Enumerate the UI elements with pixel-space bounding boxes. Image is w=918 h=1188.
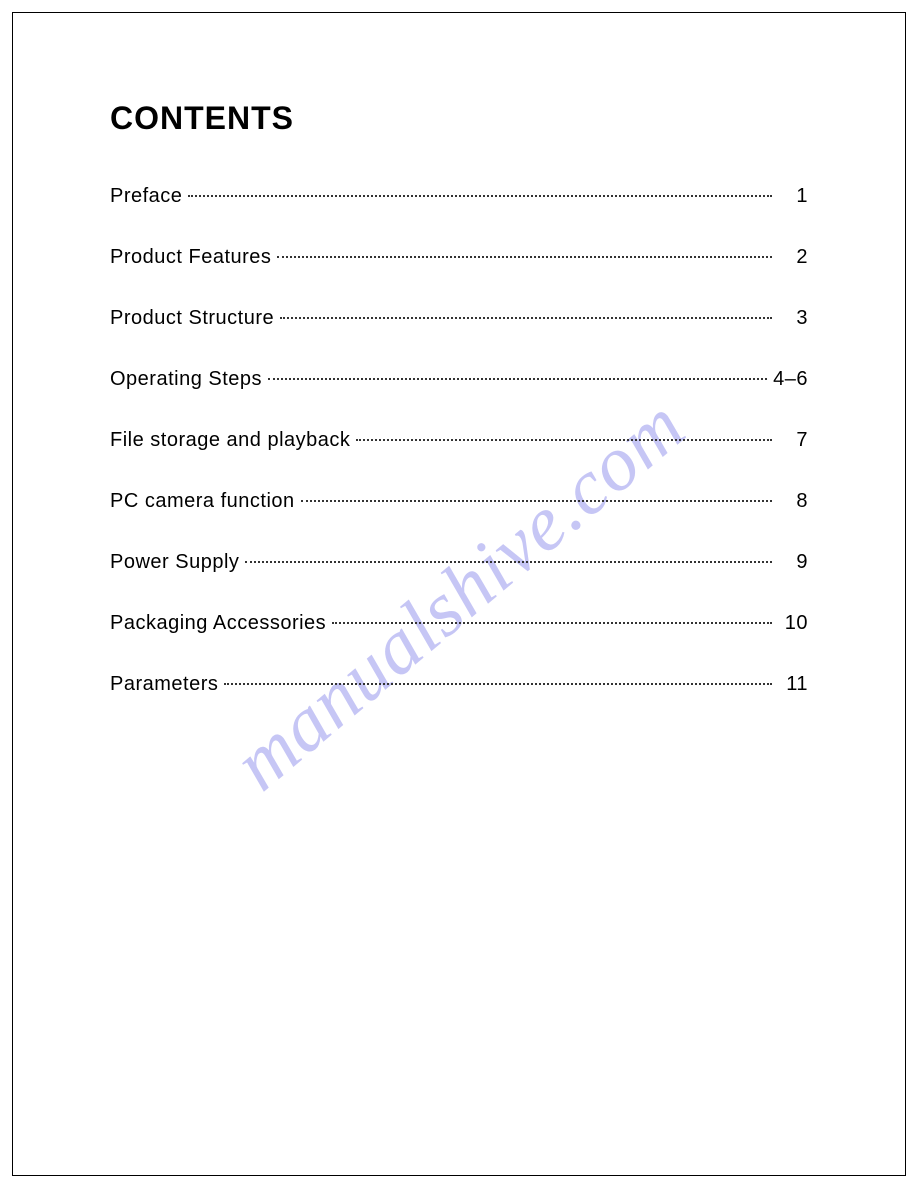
toc-item: Preface 1 (110, 185, 808, 208)
toc-item: PC camera function 8 (110, 490, 808, 513)
toc-item: Operating Steps 4–6 (110, 368, 808, 391)
toc-leader-dots (268, 378, 767, 380)
toc-leader-dots (280, 317, 772, 319)
toc-leader-dots (277, 256, 772, 258)
toc-leader-dots (356, 439, 772, 441)
toc-page: 7 (778, 429, 808, 452)
toc-leader-dots (332, 622, 772, 624)
page-title: CONTENTS (110, 100, 808, 137)
toc-page: 8 (778, 490, 808, 513)
toc-page: 1 (778, 185, 808, 208)
toc-item: Product Structure 3 (110, 307, 808, 330)
toc-item: File storage and playback 7 (110, 429, 808, 452)
toc-page: 11 (778, 673, 808, 696)
toc-label: File storage and playback (110, 429, 350, 452)
toc-label: PC camera function (110, 490, 295, 513)
content-area: CONTENTS Preface 1 Product Features 2 Pr… (0, 0, 918, 696)
toc-leader-dots (188, 195, 772, 197)
toc-label: Parameters (110, 673, 218, 696)
toc-label: Product Structure (110, 307, 274, 330)
toc-page: 9 (778, 551, 808, 574)
toc-page: 3 (778, 307, 808, 330)
toc-leader-dots (224, 683, 772, 685)
toc-page: 10 (778, 612, 808, 635)
toc-item: Product Features 2 (110, 246, 808, 269)
toc-label: Power Supply (110, 551, 239, 574)
toc-item: Packaging Accessories 10 (110, 612, 808, 635)
toc-item: Power Supply 9 (110, 551, 808, 574)
toc-page: 2 (778, 246, 808, 269)
toc-leader-dots (301, 500, 772, 502)
toc-item: Parameters 11 (110, 673, 808, 696)
toc-label: Operating Steps (110, 368, 262, 391)
toc-label: Product Features (110, 246, 271, 269)
toc-label: Preface (110, 185, 182, 208)
toc-list: Preface 1 Product Features 2 Product Str… (110, 185, 808, 696)
toc-page: 4–6 (773, 368, 808, 391)
toc-leader-dots (245, 561, 772, 563)
toc-label: Packaging Accessories (110, 612, 326, 635)
